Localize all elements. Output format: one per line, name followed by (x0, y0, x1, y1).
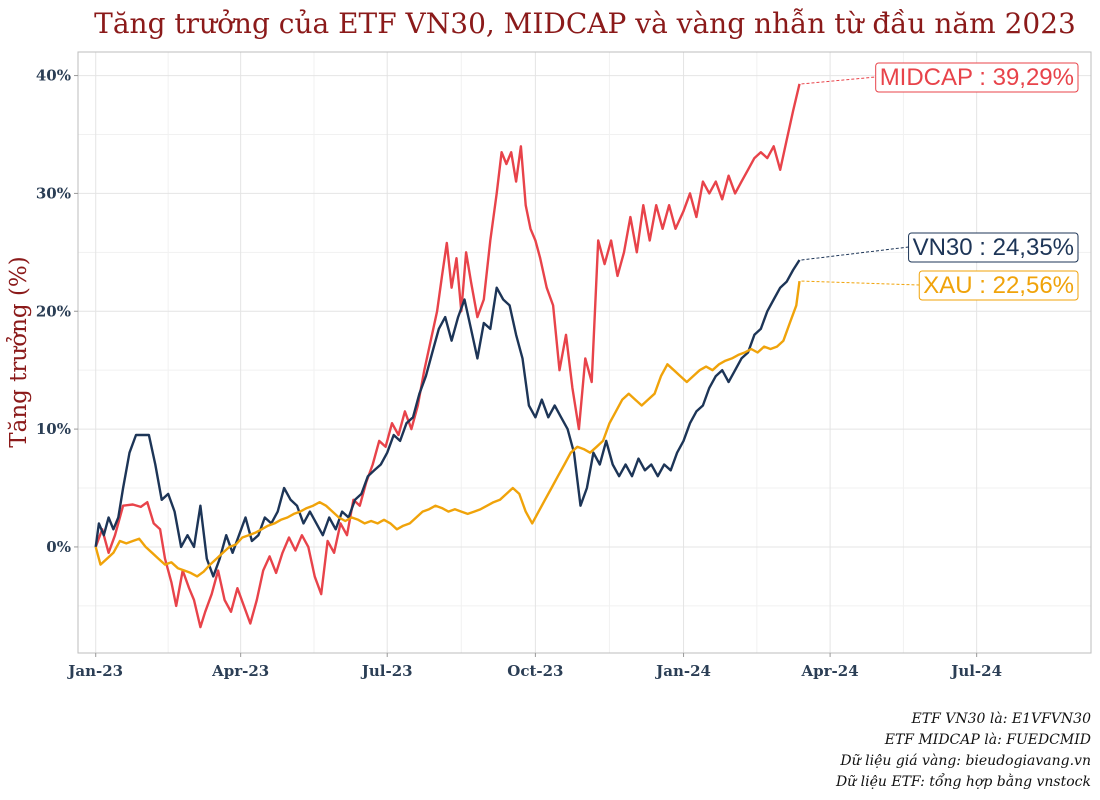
end-label-box (875, 62, 1079, 93)
plot-panel (77, 51, 1092, 654)
y-tick-label: 40% (36, 67, 71, 85)
y-tick-label: 30% (36, 184, 71, 202)
end-label-connector (801, 76, 876, 85)
chart-title: Tăng trưởng của ETF VN30, MIDCAP và vàng… (94, 7, 1076, 40)
end-label-connector (801, 280, 920, 286)
series-lines (94, 83, 801, 629)
end-label-connector (801, 246, 909, 261)
end-labels: MIDCAP : 39,29% VN30 : 24,35% XAU : 22,56% (801, 62, 1079, 301)
x-tick-label: Jul-23 (360, 662, 413, 680)
end-label-midcap: MIDCAP : 39,29% (875, 62, 1079, 93)
end-label-text: XAU : 22,56% (923, 272, 1074, 299)
y-tick-label: 20% (36, 302, 71, 320)
caption-line-midcap: ETF MIDCAP là: FUEDCMID (884, 732, 1091, 748)
end-label-text: VN30 : 24,35% (913, 234, 1074, 261)
y-tick-label: 10% (36, 420, 71, 438)
end-label-text: MIDCAP : 39,29% (880, 64, 1074, 91)
x-tick-label: Apr-23 (211, 662, 269, 680)
end-label-box (918, 270, 1079, 301)
series-line-vn30 (94, 259, 801, 578)
y-axis-ticks: 0% 10% 20% 30% 40% (36, 67, 78, 556)
x-tick-label: Jan-23 (66, 662, 123, 680)
end-label-xau: XAU : 22,56% (918, 270, 1079, 301)
caption-line-vn30: ETF VN30 là: E1VFVN30 (911, 711, 1091, 727)
x-axis-ticks: Jan-23 Apr-23 Jul-23 Oct-23 Jan-24 Apr-24 Jul-… (66, 653, 1002, 680)
x-tick-label: Apr-24 (801, 662, 859, 680)
x-tick-label: Jan-24 (654, 662, 711, 680)
caption: ETF VN30 là: E1VFVN30 ETF MIDCAP là: FUE… (836, 709, 1091, 793)
series-line-midcap (94, 83, 801, 629)
y-tick-label: 0% (46, 538, 71, 556)
end-label-vn30: VN30 : 24,35% (908, 232, 1079, 263)
grid (78, 52, 1091, 653)
caption-line-etf-source: Dữ liệu ETF: tổng hợp bằng vnstock (835, 774, 1091, 790)
x-tick-label: Jul-24 (949, 662, 1002, 680)
x-tick-label: Oct-23 (507, 662, 563, 680)
y-axis-label: Tăng trưởng (%) (6, 256, 32, 447)
caption-line-gold-source: Dữ liệu giá vàng: bieudogiavang.vn (840, 753, 1091, 769)
series-line-xau (94, 280, 801, 578)
